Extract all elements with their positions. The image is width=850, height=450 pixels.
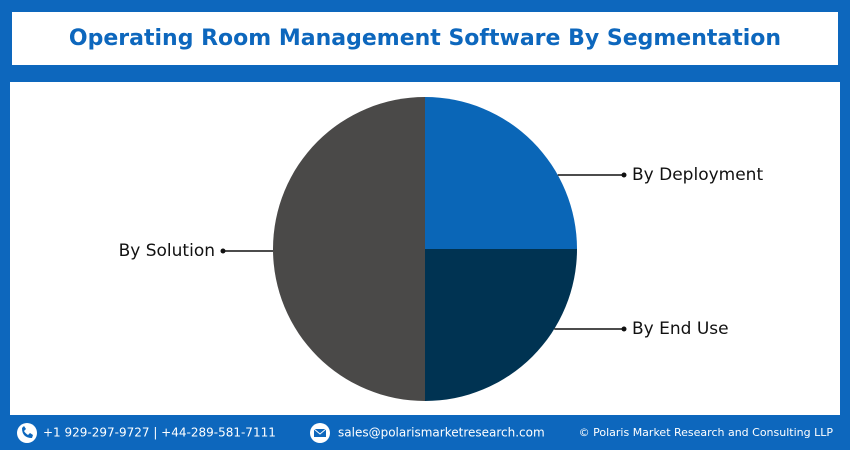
slice-label: By End Use xyxy=(632,319,729,339)
footer: +1 929-297-9727 | +44-289-581-7111 sales… xyxy=(17,423,833,443)
phone-glyph xyxy=(22,426,33,438)
copyright: © Polaris Market Research and Consulting… xyxy=(579,426,834,439)
title-box: Operating Room Management Software By Se… xyxy=(12,12,838,65)
leader-dot xyxy=(621,326,627,332)
pie-slice xyxy=(273,97,425,401)
slice-label: By Deployment xyxy=(632,165,763,185)
phone-icon xyxy=(17,423,37,443)
leader-dot xyxy=(220,248,226,254)
slice-label: By Solution xyxy=(119,241,215,261)
leader-dot xyxy=(621,172,627,178)
mail-glyph xyxy=(314,429,326,437)
pie-slice xyxy=(425,249,577,401)
pie-slice xyxy=(425,97,577,249)
chart-title: Operating Room Management Software By Se… xyxy=(68,26,782,51)
mail-flap xyxy=(313,428,327,435)
phone: +1 929-297-9727 | +44-289-581-7111 xyxy=(43,426,276,440)
email: sales@polarismarketresearch.com xyxy=(338,426,545,440)
